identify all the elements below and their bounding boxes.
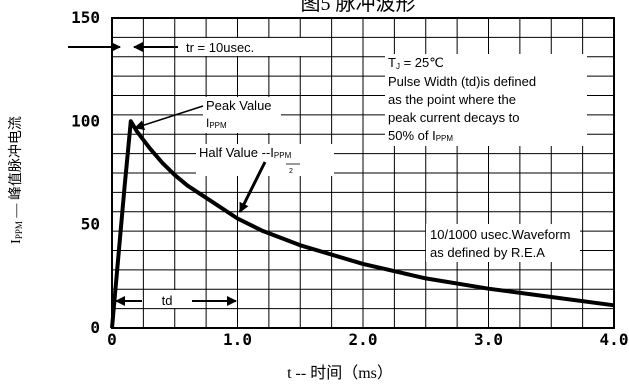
td-indicator: td [115, 290, 237, 308]
chart-title: 图5 脉冲波形 [301, 0, 416, 15]
plot-frame [111, 17, 615, 329]
pulse-width-line-3: peak current decays to [388, 110, 520, 125]
pulse-width-line-4: 50% of IPPM [388, 128, 453, 143]
tj-line: TJ = 25℃ [388, 55, 444, 71]
y-tick-label: 100 [71, 111, 100, 130]
peak-value-note: Peak Value IPPM [134, 97, 281, 133]
y-tick-label: 150 [71, 8, 100, 27]
half-value-divisor: 2 [289, 168, 293, 175]
waveform-note: 10/1000 usec.Waveform as defined by R.E.… [426, 224, 580, 262]
y-axis-label: IPPM — 峰值脉冲电流 [8, 116, 24, 244]
half-value-label: Half Value --IPPM [199, 145, 292, 160]
y-tick-label: 0 [90, 318, 100, 337]
td-label: td [162, 293, 173, 308]
x-tick-label: 2.0 [349, 330, 378, 349]
tr-label: tr = 10usec. [186, 40, 254, 55]
y-tick-label: 50 [81, 215, 100, 234]
y-axis-label-rest: — 峰值脉冲电流 [8, 116, 24, 221]
y-axis-label-sub: PPM [14, 221, 24, 239]
y-tick-labels: 0 50 100 150 [71, 8, 100, 337]
tr-indicator: tr = 10usec. [68, 38, 301, 56]
x-tick-label: 0 [107, 330, 117, 349]
pulse-width-note: TJ = 25℃ Pulse Width (td)is defined as t… [385, 54, 587, 146]
peak-value-label: Peak Value [206, 98, 272, 113]
pulse-width-line-2: as the point where the [388, 92, 516, 107]
x-tick-label: 1.0 [223, 330, 252, 349]
y-axis-label-i: I [9, 239, 24, 244]
peak-value-ippm: IPPM [206, 116, 227, 130]
x-axis-label: t -- 时间（ms） [287, 364, 393, 382]
pulse-width-line-1: Pulse Width (td)is defined [388, 74, 536, 89]
waveform-note-line-2: as defined by R.E.A [430, 245, 545, 260]
x-tick-label: 4.0 [600, 330, 629, 349]
x-tick-labels: 0 1.0 2.0 3.0 4.0 [107, 330, 628, 349]
half-value-note: Half Value --IPPM 2 [196, 144, 334, 213]
x-tick-label: 3.0 [474, 330, 503, 349]
waveform-note-line-1: 10/1000 usec.Waveform [430, 227, 570, 242]
